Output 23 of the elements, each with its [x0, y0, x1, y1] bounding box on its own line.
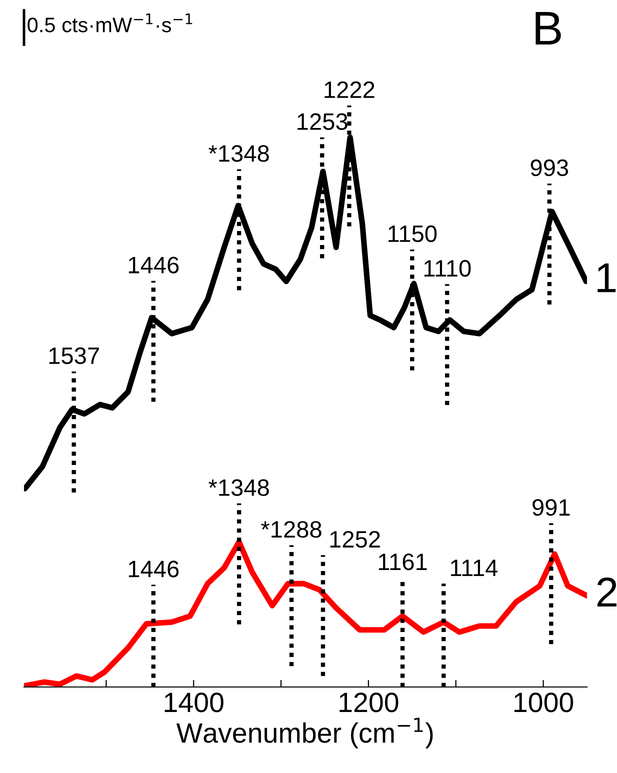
annotation: *1348: [208, 145, 269, 162]
annotation: 1222: [324, 81, 374, 98]
series-label: 1: [598, 264, 616, 292]
annotation: 991: [532, 499, 570, 516]
annotation: 1114: [450, 560, 498, 576]
annotation: 1252: [330, 530, 380, 548]
series-label: 2: [597, 577, 616, 607]
x-tick-label: 1400: [164, 692, 224, 712]
annotation: 1253: [298, 113, 348, 130]
annotation: *1348: [208, 479, 269, 496]
annotation: 1161: [378, 553, 427, 570]
text: 0.5 cts·mW$^{−1}$·s$^{−1}$: [28, 14, 192, 32]
x-axis-title: Wavenumber (cm$^{−1}$): [176, 718, 433, 748]
annotation: *1288: [261, 521, 322, 538]
annotation: 1110: [424, 260, 471, 277]
chart-title: B: [536, 12, 561, 45]
annotation: 1150: [388, 225, 437, 242]
annotation: 1446: [128, 560, 179, 578]
annotation: 1446: [128, 256, 179, 274]
x-tick-label: 1200: [340, 692, 398, 712]
x-tick-label: 1000: [514, 692, 574, 712]
annotation: 993: [530, 159, 568, 176]
annotation: 1537: [49, 347, 99, 364]
